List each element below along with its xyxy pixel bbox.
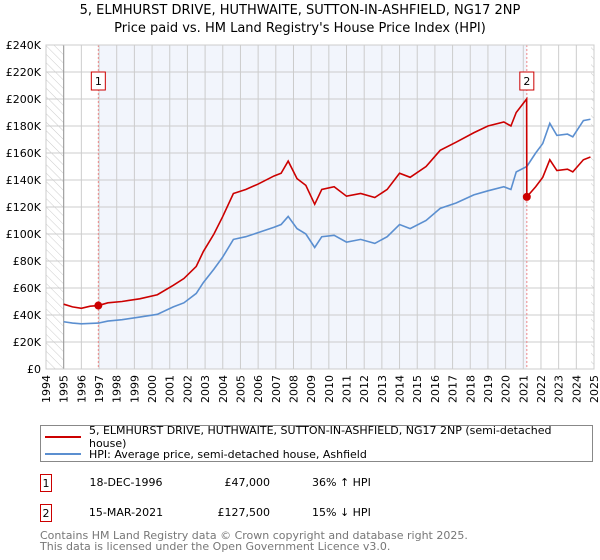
x-tick-label: 1998 — [111, 375, 124, 403]
y-tick-label: £80K — [13, 255, 42, 268]
legend-item-hpi: HPI: Average price, semi-detached house,… — [41, 446, 367, 462]
x-tick-label: 1996 — [75, 375, 88, 403]
annotation-label-2: 2 — [523, 75, 530, 88]
x-tick-label: 2011 — [341, 375, 354, 403]
x-tick-label: 1994 — [40, 375, 53, 403]
y-tick-label: £0 — [27, 363, 41, 376]
y-tick-label: £120K — [6, 201, 42, 214]
sale-date: 15-MAR-2021 — [88, 506, 164, 519]
x-tick-label: 2010 — [323, 375, 336, 403]
sale-row: 2 15-MAR-2021 £127,500 15% ↓ HPI — [40, 504, 440, 524]
y-tick-label: £180K — [6, 120, 42, 133]
sale-point-2 — [522, 192, 531, 201]
x-tick-label: 2024 — [570, 375, 583, 403]
annotation-label-1: 1 — [95, 75, 102, 88]
legend: 5, ELMHURST DRIVE, HUTHWAITE, SUTTON-IN-… — [40, 424, 593, 462]
y-tick-label: £20K — [13, 336, 42, 349]
legend-item-property: 5, ELMHURST DRIVE, HUTHWAITE, SUTTON-IN-… — [41, 424, 592, 450]
x-tick-label: 1997 — [93, 375, 106, 403]
sale-point-1 — [94, 301, 103, 310]
x-tick-label: 2003 — [199, 375, 212, 403]
sale-hpi-diff: 15% ↓ HPI — [312, 506, 371, 519]
x-tick-label: 2001 — [164, 375, 177, 403]
legend-line-blue — [45, 453, 81, 455]
price-chart: 1994 1995 1996 1997 1998 1999 2000 2001 2002 2003… — [6, 39, 600, 403]
sale-hpi-diff: 36% ↑ HPI — [312, 476, 371, 489]
x-tick-label: 2019 — [482, 375, 495, 403]
x-tick-label: 2000 — [146, 375, 159, 403]
x-tick-label: 2012 — [358, 375, 371, 403]
annotation-box-1 — [90, 71, 106, 91]
property-price-line — [63, 96, 591, 310]
y-tick-label: £100K — [6, 228, 42, 241]
hpi-line — [63, 118, 591, 325]
sale-marker-badge: 2 — [40, 504, 52, 522]
sale-row: 1 18-DEC-1996 £47,000 36% ↑ HPI — [40, 474, 440, 494]
x-tick-label: 2014 — [394, 375, 407, 403]
chart-title: 5, ELMHURST DRIVE, HUTHWAITE, SUTTON-IN-… — [79, 3, 521, 18]
x-tick-label: 2005 — [234, 375, 247, 403]
x-tick-label: 2023 — [553, 375, 566, 403]
legend-line-red — [45, 436, 81, 438]
x-tick-label: 2017 — [447, 375, 460, 403]
x-tick-label: 2013 — [376, 375, 389, 403]
x-tick-label: 2016 — [429, 375, 442, 403]
x-tick-label: 2021 — [517, 375, 530, 403]
y-tick-label: £200K — [6, 93, 42, 106]
sale-marker-badge: 1 — [40, 474, 52, 492]
x-tick-label: 2020 — [500, 375, 513, 403]
x-tick-label: 1995 — [58, 375, 71, 403]
footer: Contains HM Land Registry data © Crown c… — [40, 530, 468, 552]
y-tick-label: £220K — [6, 66, 42, 79]
x-tick-label: 2022 — [535, 375, 548, 403]
x-tick-label: 2004 — [217, 375, 230, 403]
annotation-box-2 — [519, 71, 535, 91]
x-tick-label: 2002 — [181, 375, 194, 403]
sale-date: 18-DEC-1996 — [89, 476, 163, 489]
y-tick-label: £60K — [13, 282, 42, 295]
footer-licence: This data is licensed under the Open Gov… — [40, 540, 391, 553]
footer-copyright: Contains HM Land Registry data © Crown c… — [40, 529, 468, 542]
x-tick-label: 2006 — [252, 375, 265, 403]
x-tick-label: 2025 — [588, 375, 600, 403]
x-tick-label: 2015 — [411, 375, 424, 403]
legend-label: 5, ELMHURST DRIVE, HUTHWAITE, SUTTON-IN-… — [88, 424, 552, 450]
x-tick-label: 2007 — [270, 375, 283, 403]
y-tick-label: £240K — [6, 39, 42, 52]
x-tick-label: 1999 — [128, 375, 141, 403]
y-tick-label: £140K — [6, 174, 42, 187]
sale-price: £127,500 — [217, 506, 271, 519]
plot-border — [45, 44, 595, 370]
y-tick-label: £40K — [13, 309, 42, 322]
sale-price: £47,000 — [224, 476, 271, 489]
chart-subtitle: Price paid vs. HM Land Registry's House … — [114, 21, 486, 36]
x-tick-label: 2009 — [305, 375, 318, 403]
legend-label: HPI: Average price, semi-detached house,… — [89, 447, 367, 461]
y-tick-label: £160K — [6, 147, 42, 160]
x-tick-label: 2008 — [287, 375, 300, 403]
x-tick-label: 2018 — [464, 375, 477, 403]
